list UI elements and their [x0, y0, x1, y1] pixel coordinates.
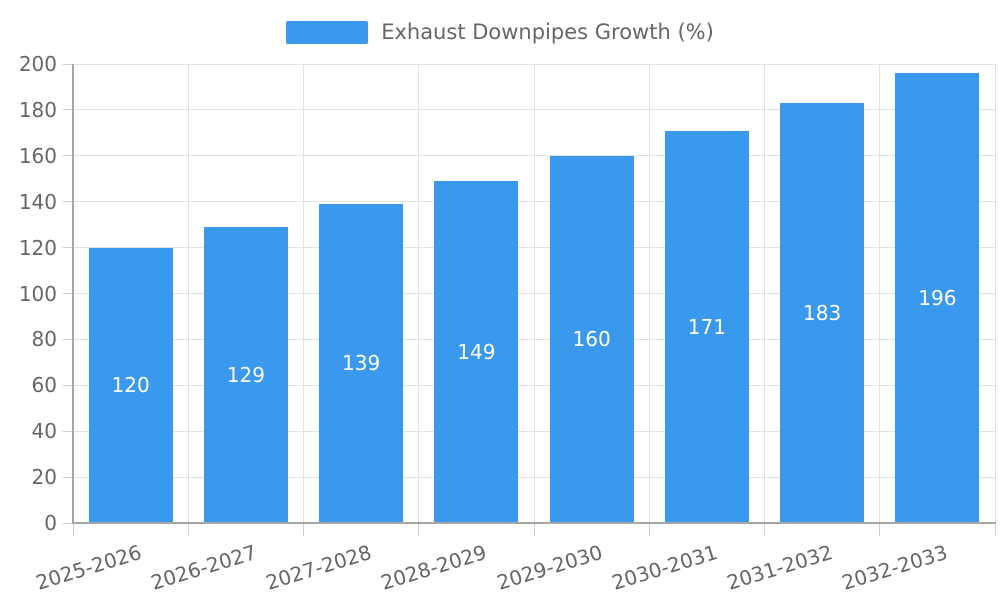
- bar[interactable]: [203, 226, 288, 523]
- bar[interactable]: [319, 203, 404, 523]
- legend-item[interactable]: Exhaust Downpipes Growth (%): [0, 18, 1000, 46]
- y-tick: [63, 430, 73, 432]
- v-gridline: [418, 64, 420, 523]
- bar-value-label: 160: [572, 327, 611, 352]
- bar[interactable]: [780, 103, 865, 523]
- v-gridline: [533, 64, 535, 523]
- bar[interactable]: [664, 130, 749, 523]
- x-tick: [187, 523, 189, 536]
- y-tick: [63, 384, 73, 386]
- y-tick-label: 200: [18, 52, 57, 76]
- y-tick: [63, 201, 73, 203]
- x-tick: [533, 523, 535, 536]
- x-tick: [879, 523, 881, 536]
- x-tick: [648, 523, 650, 536]
- y-tick: [63, 247, 73, 249]
- y-tick-label: 80: [31, 327, 57, 352]
- bar-value-label: 149: [457, 340, 496, 365]
- x-tick: [994, 523, 996, 536]
- y-tick-label: 160: [18, 143, 57, 168]
- bar[interactable]: [549, 155, 634, 523]
- v-gridline: [879, 64, 881, 523]
- y-tick: [63, 293, 73, 294]
- v-gridline: [187, 64, 189, 523]
- y-tick-label: 120: [18, 235, 57, 260]
- y-tick: [63, 476, 73, 478]
- x-tick: [764, 523, 765, 536]
- x-tick: [72, 523, 74, 536]
- v-gridline: [303, 64, 304, 523]
- x-tick: [418, 523, 420, 536]
- bar[interactable]: [434, 181, 519, 523]
- y-tick-label: 100: [18, 281, 57, 306]
- v-gridline: [994, 64, 996, 523]
- y-axis-line: [72, 64, 74, 523]
- x-axis-line: [72, 522, 996, 524]
- bar-value-label: 171: [687, 314, 726, 339]
- bar-value-label: 183: [803, 301, 842, 325]
- legend-swatch: [286, 20, 369, 44]
- y-tick: [63, 522, 73, 524]
- y-tick: [63, 109, 73, 111]
- y-tick-label: 20: [31, 465, 57, 490]
- legend-label: Exhaust Downpipes Growth (%): [381, 20, 714, 44]
- bar[interactable]: [895, 73, 980, 523]
- y-tick: [63, 155, 73, 157]
- v-gridline: [648, 64, 650, 523]
- bar-value-label: 129: [226, 362, 265, 387]
- y-tick-label: 60: [31, 373, 57, 398]
- y-tick-label: 140: [18, 189, 57, 214]
- bar-value-label: 196: [918, 286, 957, 311]
- y-tick: [63, 63, 73, 65]
- y-tick-label: 0: [44, 511, 57, 535]
- y-tick: [63, 338, 73, 340]
- y-tick-label: 40: [31, 419, 57, 444]
- v-gridline: [764, 64, 765, 523]
- bar-value-label: 139: [342, 351, 381, 376]
- bar-value-label: 120: [111, 373, 150, 398]
- x-tick: [303, 523, 304, 536]
- y-tick-label: 180: [18, 97, 57, 122]
- bar[interactable]: [88, 247, 173, 523]
